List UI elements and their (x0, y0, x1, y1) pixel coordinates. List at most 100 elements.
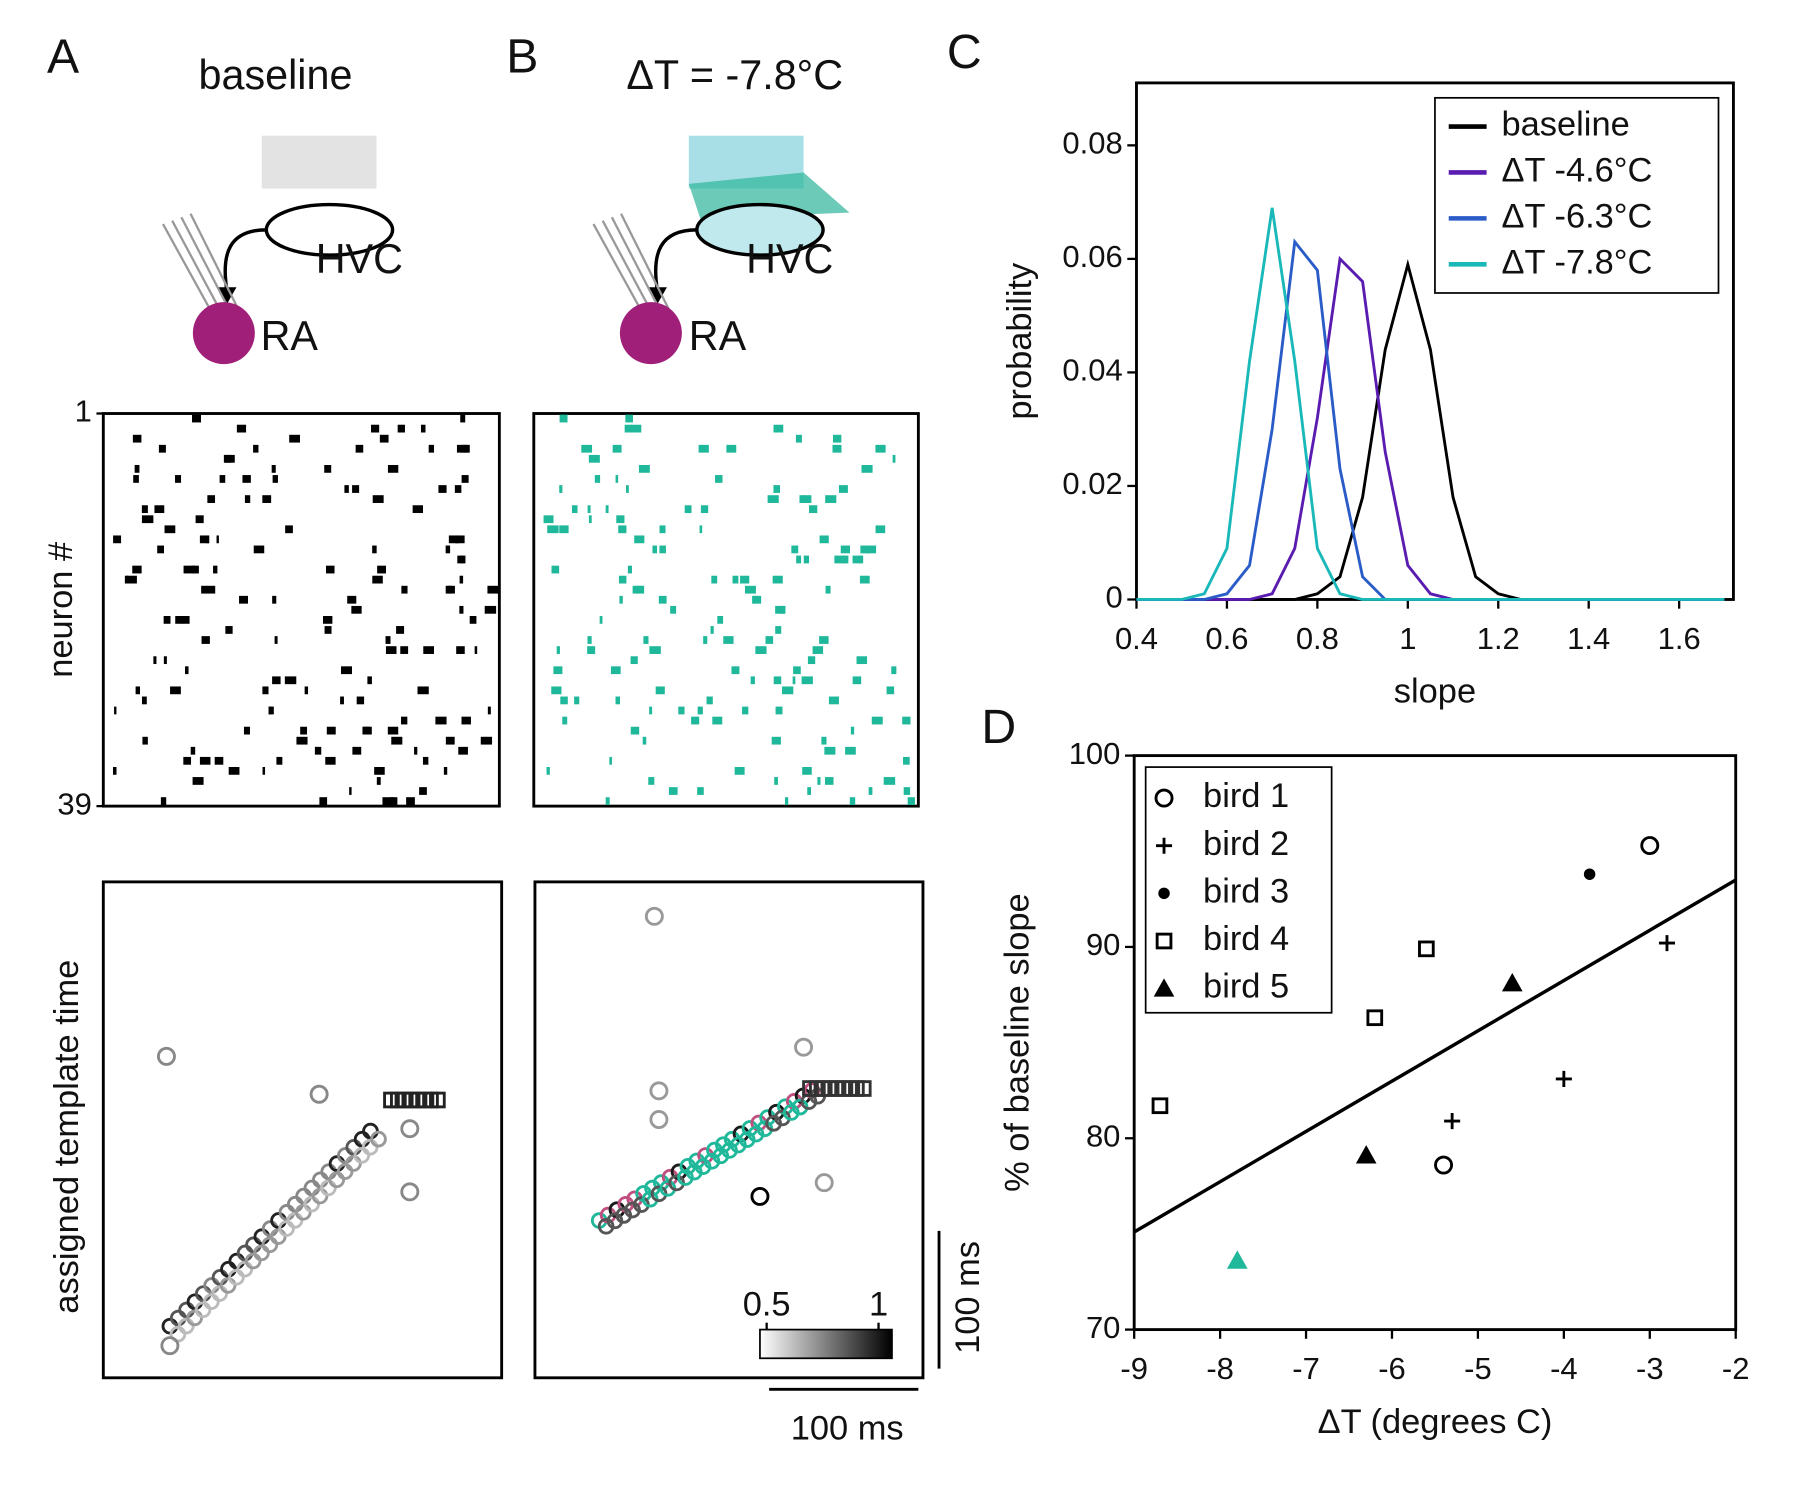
point (1444, 1113, 1461, 1130)
spike (841, 555, 849, 564)
spike (861, 464, 873, 473)
spike (745, 585, 756, 594)
spike (271, 464, 276, 473)
spike (824, 746, 836, 755)
spike (809, 505, 818, 514)
spike (456, 444, 468, 453)
spike (133, 475, 139, 483)
spike (791, 545, 799, 554)
spike (459, 575, 464, 584)
panel-label: D (981, 700, 1016, 754)
spike (612, 444, 622, 453)
spike (643, 636, 649, 644)
x-tick-label: -3 (1636, 1351, 1664, 1386)
x-tick-label: 0.4 (1115, 621, 1158, 656)
point (1583, 868, 1596, 880)
spike (860, 545, 871, 554)
template-point (353, 1130, 371, 1148)
legend-label: bird 2 (1203, 825, 1289, 863)
spike (630, 424, 642, 433)
y-axis-label: neuron # (42, 542, 80, 678)
spike (775, 626, 782, 634)
spike (377, 565, 386, 574)
y-tick-label: 0.08 (1062, 126, 1122, 161)
spike (319, 797, 328, 805)
template-point (750, 1186, 770, 1206)
x-axis-label: ΔT (degrees C) (1318, 1403, 1553, 1441)
spike (459, 605, 464, 614)
template-point (194, 1301, 212, 1319)
spike (417, 686, 429, 695)
spike (648, 777, 655, 785)
spike (856, 656, 868, 665)
template-point (269, 1228, 287, 1245)
point (1640, 836, 1660, 856)
legend-swatch (1155, 837, 1173, 854)
spike (326, 726, 336, 735)
spike (175, 475, 182, 483)
spike (285, 525, 293, 534)
plot-frame (101, 880, 504, 1380)
spike (616, 515, 625, 524)
template-point (794, 1037, 814, 1057)
spike (731, 666, 740, 675)
spike (206, 585, 216, 594)
histogram-line (1136, 207, 1725, 601)
y-tick-label: 0.04 (1062, 353, 1122, 388)
spike (428, 444, 435, 453)
spike (703, 636, 708, 644)
template-point (203, 1293, 220, 1310)
spike (546, 767, 550, 775)
legend-swatch (1158, 887, 1170, 900)
spike (615, 696, 621, 705)
spike (401, 585, 408, 594)
spike (587, 505, 591, 514)
spike (141, 505, 148, 514)
spike (113, 535, 122, 544)
ra-shape (619, 302, 682, 365)
y-axis-label: probability (1001, 262, 1039, 420)
template-point (312, 1171, 329, 1189)
point (1226, 1250, 1248, 1269)
spike (314, 746, 322, 755)
template-point (270, 1212, 287, 1229)
spike (454, 485, 462, 493)
x-tick-label: 0.8 (1296, 621, 1339, 656)
spike (272, 595, 277, 604)
spike (192, 414, 202, 423)
spike (296, 736, 308, 745)
histogram-line (1136, 238, 1725, 601)
spike (706, 696, 713, 705)
region-label: HVC (746, 236, 833, 282)
spike (284, 676, 297, 685)
spike (185, 666, 189, 675)
spike (379, 434, 389, 443)
spike (371, 424, 380, 433)
spike (406, 797, 415, 805)
spike (825, 495, 837, 503)
spike (262, 767, 266, 775)
spike (619, 595, 623, 604)
template-point (857, 1080, 872, 1097)
spike (886, 686, 895, 695)
spike (588, 515, 592, 524)
spike (274, 636, 278, 644)
spike (400, 646, 409, 654)
spike (652, 545, 658, 554)
arrow (653, 228, 697, 294)
spike (423, 646, 434, 654)
spike (715, 475, 723, 483)
spike (352, 485, 360, 493)
spike (213, 565, 218, 574)
fit-line (1133, 878, 1737, 1234)
spike (849, 797, 856, 805)
spike (775, 706, 783, 715)
spike (891, 666, 897, 675)
spike (710, 626, 714, 634)
legend-swatch (1153, 978, 1175, 997)
template-point (320, 1163, 338, 1181)
template-point (228, 1268, 245, 1286)
spike (871, 716, 883, 725)
spike (469, 616, 477, 624)
point (1366, 1009, 1384, 1027)
